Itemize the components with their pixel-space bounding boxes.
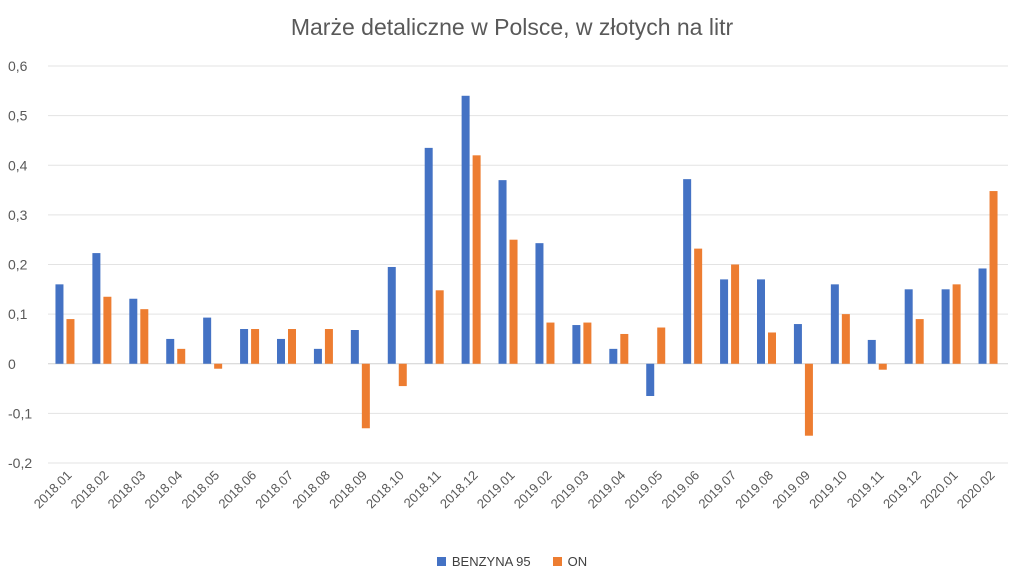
- bar-benzyna: [350, 330, 359, 364]
- bar-on: [361, 363, 370, 429]
- x-tick-label: 2019.10: [806, 468, 850, 512]
- x-tick-label: 2019.02: [511, 468, 555, 512]
- x-tick-label: 2018.07: [252, 468, 296, 512]
- x-tick-label: 2019.03: [548, 468, 592, 512]
- bar-benzyna: [92, 253, 101, 364]
- bar-on: [472, 155, 481, 364]
- legend-swatch-benzyna: [436, 557, 446, 566]
- y-tick-label: 0,4: [8, 157, 28, 173]
- bar-benzyna: [498, 180, 507, 364]
- bar-on: [620, 333, 629, 364]
- legend-label-on: ON: [567, 554, 588, 569]
- bar-on: [878, 363, 887, 370]
- bar-on: [804, 363, 813, 436]
- chart-title: Marże detaliczne w Polsce, w złotych na …: [290, 14, 734, 40]
- legend-label-benzyna: BENZYNA 95: [451, 554, 531, 569]
- bar-benzyna: [129, 298, 138, 364]
- x-tick-label: 2019.07: [695, 468, 739, 512]
- bar-on: [583, 322, 592, 364]
- bar-chart: -0,2-0,100,10,20,30,40,50,62018.012018.0…: [8, 58, 1008, 512]
- x-tick-label: 2018.03: [105, 468, 149, 512]
- x-tick-label: 2018.05: [178, 468, 222, 512]
- bar-on: [177, 348, 186, 364]
- bar-on: [768, 332, 776, 364]
- bar-benzyna: [55, 284, 64, 364]
- y-tick-label: 0,6: [8, 58, 28, 74]
- y-tick-label: 0,1: [8, 306, 28, 322]
- legend: BENZYNA 95 ON: [0, 554, 1024, 569]
- legend-item-benzyna: BENZYNA 95: [436, 554, 531, 569]
- bar-on: [952, 284, 961, 364]
- bar-on: [214, 363, 223, 369]
- bar-benzyna: [646, 363, 655, 397]
- bar-benzyna: [867, 339, 876, 364]
- x-tick-label: 2019.11: [844, 468, 887, 511]
- bar-benzyna: [793, 324, 802, 364]
- y-tick-label: 0,2: [8, 257, 28, 273]
- bar-on: [546, 322, 555, 364]
- bar-on: [66, 319, 75, 364]
- x-tick-label: 2018.09: [326, 468, 370, 512]
- bar-benzyna: [535, 243, 544, 364]
- bar-on: [398, 363, 407, 387]
- bar-on: [694, 248, 703, 364]
- x-tick-label: 2018.02: [68, 468, 112, 512]
- bar-benzyna: [277, 338, 285, 364]
- x-tick-label: 2018.10: [363, 468, 407, 512]
- x-tick-label: 2019.01: [474, 468, 518, 512]
- bar-on: [103, 296, 112, 364]
- legend-item-on: ON: [552, 554, 588, 569]
- bar-benzyna: [166, 338, 175, 364]
- bar-on: [251, 329, 260, 364]
- bar-on: [657, 327, 666, 364]
- y-tick-label: 0,5: [8, 108, 28, 124]
- bar-benzyna: [683, 179, 692, 364]
- bar-benzyna: [461, 95, 470, 364]
- x-tick-label: 2018.11: [401, 468, 444, 511]
- bar-on: [989, 191, 998, 364]
- x-tick-label: 2018.04: [142, 468, 186, 512]
- x-tick-label: 2019.05: [622, 468, 666, 512]
- legend-swatch-on: [552, 557, 562, 566]
- bar-benzyna: [240, 329, 249, 364]
- x-tick-label: 2018.08: [289, 468, 333, 512]
- bar-benzyna: [387, 266, 396, 364]
- bar-benzyna: [424, 147, 433, 364]
- bar-benzyna: [904, 289, 913, 364]
- x-tick-label: 2019.08: [732, 468, 776, 512]
- x-tick-label: 2018.12: [437, 468, 481, 512]
- y-tick-label: -0,1: [8, 405, 32, 421]
- bar-benzyna: [941, 289, 950, 364]
- bar-on: [324, 329, 333, 364]
- bar-on: [140, 309, 149, 364]
- bar-benzyna: [609, 348, 618, 364]
- x-tick-label: 2019.04: [585, 468, 629, 512]
- y-tick-label: 0: [8, 356, 16, 372]
- bar-benzyna: [572, 325, 581, 364]
- bar-benzyna: [720, 279, 729, 364]
- bar-on: [731, 264, 740, 364]
- y-tick-label: -0,2: [8, 455, 32, 471]
- bar-on: [915, 319, 924, 364]
- x-tick-label: 2020.01: [917, 468, 961, 512]
- x-tick-label: 2020.02: [954, 468, 998, 512]
- bar-on: [841, 314, 850, 364]
- x-tick-label: 2018.01: [31, 468, 75, 512]
- y-tick-label: 0,3: [8, 207, 28, 223]
- bar-benzyna: [978, 268, 987, 364]
- bar-benzyna: [757, 279, 765, 364]
- x-tick-label: 2019.12: [880, 468, 924, 512]
- x-tick-label: 2018.06: [215, 468, 259, 512]
- bar-benzyna: [313, 348, 322, 364]
- bar-benzyna: [203, 317, 212, 364]
- x-tick-label: 2019.06: [658, 468, 702, 512]
- bar-benzyna: [830, 284, 839, 364]
- bar-on: [288, 329, 296, 364]
- bar-on: [435, 290, 444, 364]
- bar-on: [509, 239, 518, 364]
- x-tick-label: 2019.09: [769, 468, 813, 512]
